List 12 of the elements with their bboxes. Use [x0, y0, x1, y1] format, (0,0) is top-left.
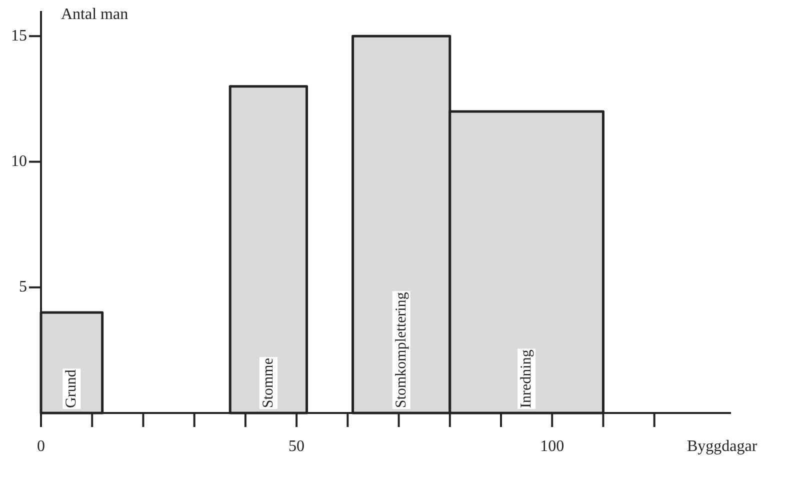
x-tick-label: 50: [288, 438, 305, 456]
x-tick-label: 0: [37, 438, 45, 456]
annotation: Stomkomplettering: [393, 292, 410, 408]
x-axis-title: Byggdagar: [687, 438, 758, 456]
y-axis-title: Antal man: [61, 6, 128, 24]
annotation: Stomme: [260, 358, 276, 408]
x-tick-label: 100: [540, 438, 564, 456]
y-tick-label: 10: [11, 152, 27, 170]
y-tick-label: 15: [11, 27, 27, 44]
annotation: Inredning: [518, 349, 534, 408]
annotation: Grund: [64, 369, 80, 408]
y-tick-label: 5: [19, 278, 27, 296]
